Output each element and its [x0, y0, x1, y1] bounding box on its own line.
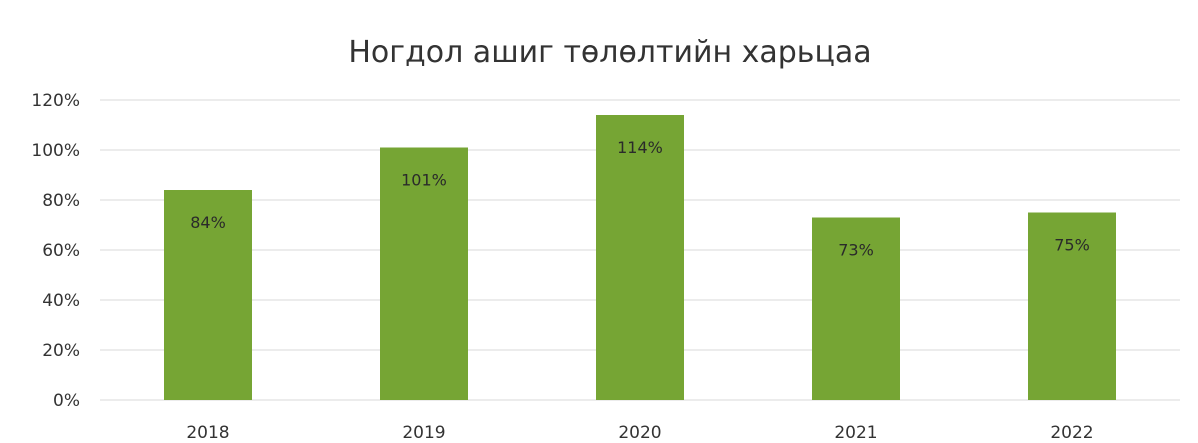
bar-2019	[380, 147, 468, 400]
x-tick-label: 2020	[618, 423, 661, 443]
x-tick-label: 2019	[402, 423, 445, 443]
x-tick-label: 2018	[186, 423, 229, 443]
data-label-2019: 101%	[401, 171, 447, 190]
data-labels: 84% 101% 114% 73% 75%	[190, 138, 1090, 260]
y-tick-label: 60%	[42, 241, 80, 261]
y-tick-label: 40%	[42, 291, 80, 311]
y-axis-tick-labels: 0% 20% 40% 60% 80% 100% 120%	[31, 91, 80, 411]
y-tick-label: 80%	[42, 191, 80, 211]
bar-2020	[596, 115, 684, 400]
y-tick-label: 20%	[42, 341, 80, 361]
x-tick-label: 2022	[1050, 423, 1093, 443]
bar-2018	[164, 190, 252, 400]
y-tick-label: 120%	[31, 91, 80, 111]
x-axis-tick-labels: 2018 2019 2020 2021 2022	[186, 423, 1093, 443]
bar-2021	[812, 217, 900, 400]
x-tick-label: 2021	[834, 423, 877, 443]
bar-2022	[1028, 212, 1116, 400]
data-label-2021: 73%	[838, 241, 874, 260]
bars	[164, 115, 1116, 400]
chart-title: Ногдол ашиг төлөлтийн харьцаа	[348, 35, 871, 70]
y-tick-label: 0%	[53, 391, 80, 411]
data-label-2020: 114%	[617, 138, 663, 157]
data-label-2022: 75%	[1054, 236, 1090, 255]
y-tick-label: 100%	[31, 141, 80, 161]
data-label-2018: 84%	[190, 213, 226, 232]
